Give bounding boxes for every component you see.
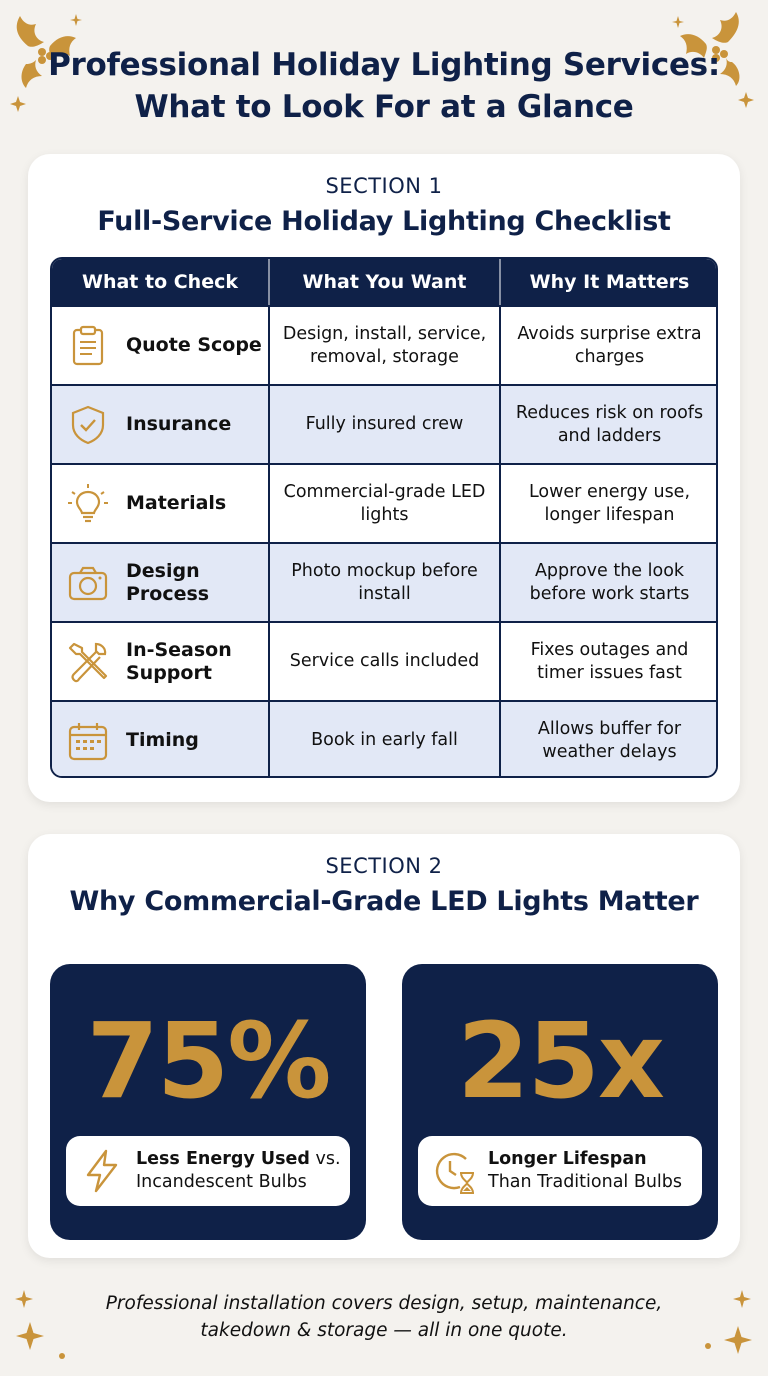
energy-stat-value: 75% bbox=[86, 1000, 332, 1122]
energy-caption-rest: vs. bbox=[309, 1149, 341, 1169]
table-row: Design Process Photo mockup before insta… bbox=[52, 542, 716, 621]
why-cell: Avoids surprise extra charges bbox=[517, 323, 702, 367]
lifespan-caption-line2: Than Traditional Bulbs bbox=[488, 1172, 683, 1192]
why-cell: Fixes outages and timer issues fast bbox=[530, 639, 689, 683]
check-label: In-Season Support bbox=[126, 638, 232, 684]
want-cell: Photo mockup before install bbox=[291, 560, 478, 604]
energy-stat-caption: Less Energy Used vs. Incandescent Bulbs bbox=[66, 1136, 350, 1206]
check-label: Materials bbox=[126, 492, 227, 514]
led-benefits-card: SECTION 2 Why Commercial-Grade LED Light… bbox=[28, 834, 740, 1258]
clipboard-icon bbox=[72, 325, 104, 366]
energy-caption-line2: Incandescent Bulbs bbox=[136, 1172, 307, 1192]
camera-icon bbox=[68, 566, 108, 601]
header-what-you-want: What You Want bbox=[302, 271, 467, 293]
lifespan-stat-box: 25x Longer Lifespan Than Traditional Bul… bbox=[402, 964, 718, 1240]
why-cell: Allows buffer for weather delays bbox=[537, 718, 682, 762]
lifespan-stat-value: 25x bbox=[457, 1000, 665, 1122]
want-cell: Design, install, service, removal, stora… bbox=[282, 323, 487, 367]
check-label: Timing bbox=[126, 729, 199, 751]
sparkles-bottom-left bbox=[15, 1290, 65, 1359]
footer-note: Professional installation covers design,… bbox=[0, 1290, 768, 1344]
want-cell: Fully insured crew bbox=[305, 414, 464, 434]
want-cell: Service calls included bbox=[289, 651, 480, 671]
want-cell: Book in early fall bbox=[311, 730, 458, 750]
energy-caption-bold: Less Energy Used bbox=[136, 1149, 310, 1169]
table-row: Insurance Fully insured crew Reduces ris… bbox=[52, 384, 716, 463]
table-row: Quote Scope Design, install, service, re… bbox=[52, 305, 716, 384]
header-what-to-check: What to Check bbox=[81, 271, 238, 293]
why-cell: Lower energy use, longer lifespan bbox=[528, 481, 691, 525]
lifespan-caption-bold: Longer Lifespan bbox=[488, 1149, 647, 1169]
why-cell: Reduces risk on roofs and ladders bbox=[515, 402, 704, 446]
checklist-table: What to Check What You Want Why It Matte… bbox=[50, 257, 718, 778]
section-1-label: SECTION 1 bbox=[325, 174, 443, 198]
tools-icon bbox=[68, 642, 108, 683]
footer-line-2: takedown & storage — all in one quote. bbox=[200, 1320, 568, 1341]
title-line-2: What to Look For at a Glance bbox=[134, 89, 634, 125]
section-2-label: SECTION 2 bbox=[325, 854, 443, 878]
section-1-title: Full-Service Holiday Lighting Checklist bbox=[97, 206, 671, 237]
lightbulb-icon bbox=[68, 484, 108, 523]
calendar-icon bbox=[68, 723, 108, 761]
check-label: Quote Scope bbox=[126, 334, 262, 356]
lifespan-stat-caption: Longer Lifespan Than Traditional Bulbs bbox=[418, 1136, 702, 1206]
checklist-card: SECTION 1 Full-Service Holiday Lighting … bbox=[28, 154, 740, 802]
holly-decoration-top-left bbox=[10, 14, 82, 112]
table-header: What to Check What You Want Why It Matte… bbox=[52, 259, 716, 305]
table-row: Materials Commercial-grade LED lights Lo… bbox=[52, 463, 716, 542]
sparkles-bottom-right bbox=[705, 1290, 752, 1354]
page-title: Professional Holiday Lighting Services: … bbox=[0, 44, 768, 128]
title-line-1: Professional Holiday Lighting Services: bbox=[48, 47, 720, 83]
check-label: Insurance bbox=[126, 413, 232, 435]
footer-line-1: Professional installation covers design,… bbox=[105, 1293, 663, 1314]
header-why-it-matters: Why It Matters bbox=[529, 271, 690, 293]
table-row: Timing Book in early fall Allows buffer … bbox=[52, 700, 716, 776]
holly-decoration-top-right bbox=[672, 12, 754, 108]
want-cell: Commercial-grade LED lights bbox=[283, 481, 486, 525]
check-label: Design Process bbox=[126, 559, 210, 605]
clock-hourglass-icon bbox=[435, 1152, 474, 1194]
energy-stat-box: 75% Less Energy Used vs. Incandescent Bu… bbox=[50, 964, 366, 1240]
shield-check-icon bbox=[71, 405, 105, 445]
table-row: In-Season Support Service calls included… bbox=[52, 621, 716, 700]
lightning-icon bbox=[86, 1149, 118, 1193]
why-cell: Approve the look before work starts bbox=[529, 560, 690, 604]
section-2-title: Why Commercial-Grade LED Lights Matter bbox=[69, 886, 699, 917]
